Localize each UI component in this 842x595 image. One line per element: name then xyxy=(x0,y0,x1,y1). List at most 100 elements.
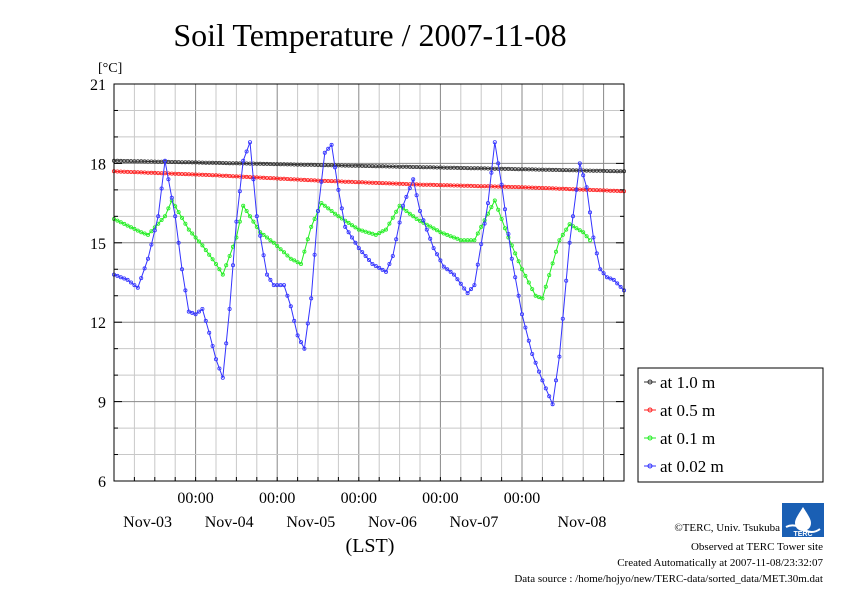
data-point xyxy=(217,267,222,272)
data-point xyxy=(550,261,555,266)
data-point xyxy=(387,261,392,266)
data-point xyxy=(162,158,167,163)
data-point xyxy=(428,224,433,229)
data-point xyxy=(540,378,545,383)
y-tick-label: 21 xyxy=(90,77,106,94)
data-point xyxy=(247,214,252,219)
data-point xyxy=(268,238,273,243)
data-point xyxy=(244,149,249,154)
data-point xyxy=(115,273,120,278)
data-point xyxy=(281,250,286,255)
data-point xyxy=(356,246,361,251)
data-point xyxy=(305,321,310,326)
data-point xyxy=(472,238,477,243)
data-point xyxy=(169,195,174,200)
data-point xyxy=(428,236,433,241)
data-point xyxy=(176,240,181,245)
data-point xyxy=(227,253,232,258)
data-point xyxy=(196,309,201,314)
data-point xyxy=(336,187,341,192)
data-point xyxy=(574,187,579,192)
data-point xyxy=(543,284,548,289)
data-point xyxy=(377,231,382,236)
data-point xyxy=(288,304,293,309)
data-point xyxy=(346,230,351,235)
series-line xyxy=(113,170,625,192)
data-point xyxy=(230,263,235,268)
data-point xyxy=(581,173,586,178)
data-point xyxy=(166,206,171,211)
data-point xyxy=(373,232,378,237)
data-point xyxy=(611,277,616,282)
data-point xyxy=(298,261,303,266)
data-point xyxy=(156,214,161,219)
data-point xyxy=(186,227,191,232)
data-point xyxy=(258,233,263,238)
data-point xyxy=(557,354,562,359)
data-point xyxy=(298,340,303,345)
data-point xyxy=(132,226,137,231)
data-point xyxy=(285,293,290,298)
data-point xyxy=(400,203,405,208)
data-point xyxy=(139,230,144,235)
data-point xyxy=(346,220,351,225)
data-point xyxy=(513,251,518,256)
data-point xyxy=(380,229,385,234)
data-point xyxy=(329,208,334,213)
data-point xyxy=(309,224,314,229)
data-point xyxy=(237,189,242,194)
chart-title: Soil Temperature / 2007-11-08 xyxy=(173,17,566,53)
data-point xyxy=(203,318,208,323)
data-point xyxy=(217,366,222,371)
data-point xyxy=(458,281,463,286)
data-point xyxy=(387,221,392,226)
data-point xyxy=(145,256,150,261)
data-point xyxy=(496,207,501,212)
data-point xyxy=(207,252,212,257)
data-point xyxy=(139,276,144,281)
data-point xyxy=(434,252,439,257)
data-point xyxy=(122,276,127,281)
data-point xyxy=(343,224,348,229)
data-point xyxy=(159,217,164,222)
data-point xyxy=(489,205,494,210)
legend-marker xyxy=(647,407,653,413)
data-point xyxy=(492,198,497,203)
data-point xyxy=(244,208,249,213)
data-point xyxy=(128,225,133,230)
y-tick-label: 12 xyxy=(90,315,106,332)
data-point xyxy=(465,291,470,296)
data-point xyxy=(319,201,324,206)
data-point xyxy=(224,263,229,268)
data-point xyxy=(441,231,446,236)
footer-copyright: ©TERC, Univ. Tsukuba xyxy=(674,522,780,534)
data-point xyxy=(543,386,548,391)
data-point xyxy=(584,185,589,190)
data-point xyxy=(176,210,181,215)
data-point xyxy=(193,235,198,240)
data-point xyxy=(424,227,429,232)
y-tick-label: 9 xyxy=(98,395,106,412)
data-point xyxy=(492,140,497,145)
data-point xyxy=(574,226,579,231)
data-point xyxy=(220,272,225,277)
data-point xyxy=(588,238,593,243)
data-point xyxy=(431,246,436,251)
data-point xyxy=(414,216,419,221)
data-point xyxy=(438,230,443,235)
data-point xyxy=(190,310,195,315)
legend-marker xyxy=(647,435,653,441)
data-point xyxy=(366,257,371,262)
data-point xyxy=(118,275,123,280)
data-point xyxy=(213,357,218,362)
legend-label: at 0.02 m xyxy=(660,457,724,476)
data-point xyxy=(125,223,130,228)
data-point xyxy=(377,265,382,270)
data-point xyxy=(275,243,280,248)
data-point xyxy=(319,179,324,184)
data-point xyxy=(598,267,603,272)
footer-created: Created Automatically at 2007-11-08/23:3… xyxy=(617,557,823,569)
data-point xyxy=(118,220,123,225)
series-line xyxy=(113,199,591,300)
data-point xyxy=(302,249,307,254)
